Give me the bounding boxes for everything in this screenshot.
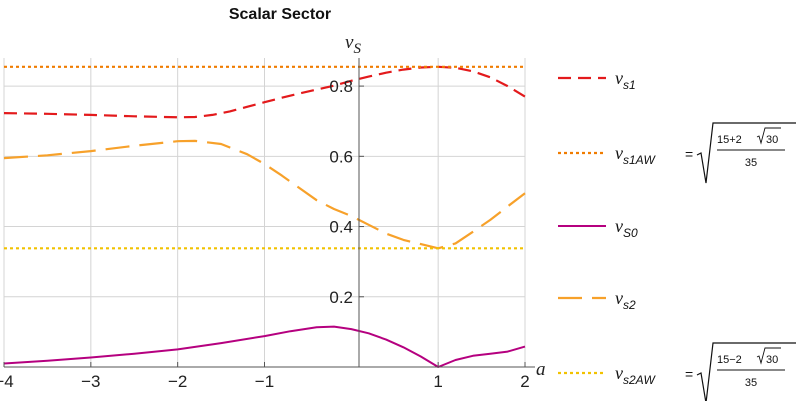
legend-label-vs1: vs1 <box>615 68 636 92</box>
y-tick-label-2: 0.6 <box>329 147 353 166</box>
series-line-vs0 <box>3 325 526 368</box>
legend-label-sub-vs1: s1 <box>623 78 636 92</box>
y-axis-label: vS <box>345 32 361 57</box>
legend-label-vs1aw: vs1AW <box>615 143 656 167</box>
legend-item-vs1: vs1 <box>558 68 636 92</box>
legend-num-vs2aw: 15−2 <box>717 354 742 366</box>
legend-rad-vs2aw: 30 <box>766 354 778 366</box>
legend-label-sub-vs2aw: s2AW <box>623 373 656 387</box>
legend-den-vs2aw: 35 <box>745 377 757 389</box>
y-axis-label-sub: S <box>353 41 361 57</box>
series-line-vs2 <box>3 139 526 250</box>
y-axis-label-main: v <box>345 32 354 53</box>
legend-item-vs1aw: vs1AW = 15+2 30 35 <box>558 122 796 184</box>
legend-rad-vs1aw: 30 <box>766 134 778 146</box>
legend-sqrt-vs1aw <box>696 122 796 184</box>
x-tick-label-3: −1 <box>255 372 274 391</box>
x-axis-label: a <box>536 359 546 380</box>
legend-num-vs1aw: 15+2 <box>717 134 742 146</box>
legend-label-vs0: vS0 <box>615 216 638 240</box>
legend-label-sub-vs0: S0 <box>623 226 638 240</box>
y-tick-label-0: 0.2 <box>329 288 353 307</box>
series-layer <box>3 65 526 368</box>
tick-layer: −4 −3 −2 −1 1 2 0.2 0.4 0.6 0.8 <box>0 77 530 391</box>
legend-den-vs1aw: 35 <box>745 157 757 169</box>
legend-item-vs2: vs2 <box>558 288 636 312</box>
x-tick-label-2: −2 <box>168 372 187 391</box>
chart-title: Scalar Sector <box>229 6 331 23</box>
legend-label-sub-vs2: s2 <box>623 298 636 312</box>
legend-inner-sqrt-vs1aw <box>756 127 781 145</box>
x-tick-label-4: 1 <box>433 372 442 391</box>
axes-layer <box>4 58 535 368</box>
x-tick-label-0: −4 <box>0 372 14 391</box>
legend: vs1 vs1AW = 15+2 30 35 vS0 vs2 vs2AW = 15−2 30 35 <box>558 68 796 401</box>
y-tick-label-1: 0.4 <box>329 218 353 237</box>
x-tick-label-1: −3 <box>81 372 100 391</box>
y-tick-label-3: 0.8 <box>329 77 353 96</box>
legend-label-vs2: vs2 <box>615 288 636 312</box>
x-tick-label-5: 2 <box>520 372 529 391</box>
legend-label-vs2aw: vs2AW <box>615 363 656 387</box>
legend-inner-sqrt-vs2aw <box>756 347 781 365</box>
legend-label-sub-vs1aw: s1AW <box>623 153 656 167</box>
legend-equals-vs1aw: = <box>685 146 693 162</box>
legend-sqrt-vs2aw <box>696 342 796 401</box>
grid-layer <box>3 58 526 367</box>
legend-item-vs0: vS0 <box>558 216 638 240</box>
legend-item-vs2aw: vs2AW = 15−2 30 35 <box>558 342 796 401</box>
legend-equals-vs2aw: = <box>685 366 693 382</box>
